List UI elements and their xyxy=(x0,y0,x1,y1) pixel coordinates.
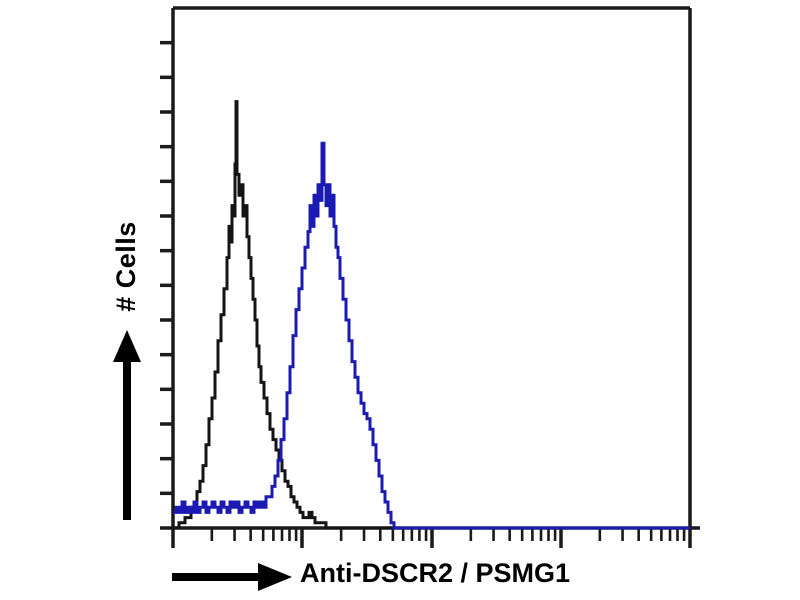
y-axis-ticks xyxy=(160,40,173,496)
x-axis-label: Anti-DSCR2 / PSMG1 xyxy=(300,558,571,588)
x-axis-ticks xyxy=(171,528,692,548)
histogram-trace-stained xyxy=(173,141,690,530)
y-axis-direction-arrow xyxy=(113,330,141,520)
histogram-trace-control xyxy=(173,100,690,530)
x-axis-direction-arrow xyxy=(172,563,292,591)
plot-frame xyxy=(160,6,700,530)
